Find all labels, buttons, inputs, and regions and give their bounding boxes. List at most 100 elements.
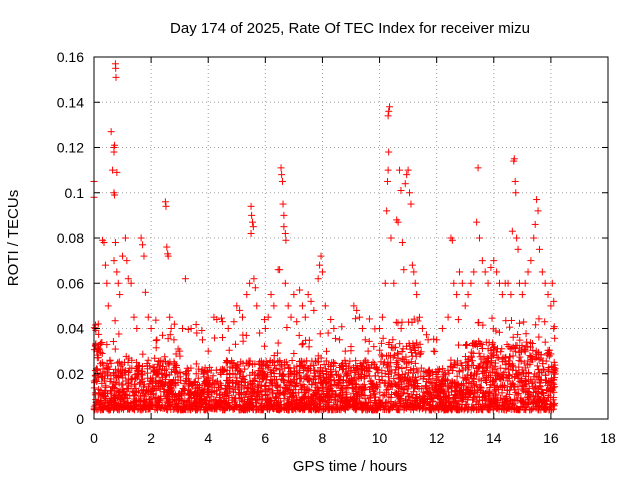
data-point [322, 347, 330, 355]
data-point [397, 394, 405, 402]
data-point [481, 358, 489, 366]
data-point [516, 319, 524, 327]
data-point [451, 384, 459, 392]
data-point [368, 406, 376, 414]
data-point [149, 390, 157, 398]
data-point [420, 388, 428, 396]
data-point [390, 279, 398, 287]
data-point [488, 368, 496, 376]
data-point [98, 372, 106, 380]
data-point [509, 333, 517, 341]
data-point [164, 335, 172, 343]
data-point [193, 329, 201, 337]
data-point [332, 367, 340, 375]
data-point [511, 177, 519, 185]
data-point [109, 166, 117, 174]
data-point [232, 377, 240, 385]
data-point [387, 359, 395, 367]
data-point [534, 366, 542, 374]
data-point [97, 406, 105, 414]
data-point [155, 365, 163, 373]
data-point [530, 234, 538, 242]
data-points [90, 60, 559, 414]
data-point [394, 350, 402, 358]
data-point [296, 286, 304, 294]
data-point [119, 381, 127, 389]
data-point [166, 313, 174, 321]
data-point [164, 359, 172, 367]
data-point [531, 220, 539, 228]
data-point [164, 252, 172, 260]
data-point [205, 396, 213, 404]
data-point [504, 377, 512, 385]
data-point [464, 386, 472, 394]
data-point [140, 252, 148, 260]
data-point [484, 345, 492, 353]
data-point [430, 335, 438, 343]
data-point [422, 331, 430, 339]
data-point [187, 406, 195, 414]
data-point [103, 341, 111, 349]
data-point [383, 386, 391, 394]
data-point [347, 347, 355, 355]
data-point [364, 347, 372, 355]
data-point [119, 374, 127, 382]
data-point [268, 389, 276, 397]
data-point [192, 370, 200, 378]
data-point [212, 378, 220, 386]
data-point [416, 350, 424, 358]
data-point [98, 358, 106, 366]
data-point [384, 383, 392, 391]
data-point [358, 325, 366, 332]
data-point [518, 376, 526, 384]
data-point [283, 323, 291, 331]
data-point [384, 112, 392, 120]
data-point [538, 268, 546, 276]
data-point [393, 363, 401, 371]
data-point [444, 313, 452, 321]
data-point [551, 334, 559, 342]
data-point [280, 394, 288, 402]
data-point [123, 257, 131, 265]
data-point [465, 378, 473, 386]
data-point [250, 275, 258, 283]
data-point [385, 107, 393, 115]
data-point [514, 245, 522, 253]
data-point [205, 389, 213, 397]
data-point [472, 401, 480, 409]
data-point [311, 357, 319, 365]
y-tick-label: 0.02 [57, 366, 84, 382]
data-point [510, 395, 518, 403]
data-point [152, 344, 160, 352]
data-point [284, 302, 292, 310]
data-point [324, 392, 332, 400]
data-point [398, 239, 406, 247]
data-point [282, 236, 290, 244]
data-point [133, 325, 141, 332]
data-point [139, 371, 147, 379]
data-point [350, 384, 358, 392]
data-point [354, 365, 362, 373]
data-point [526, 360, 534, 368]
data-point [184, 391, 192, 399]
data-point [535, 356, 543, 364]
data-point [101, 386, 109, 394]
data-point [383, 361, 391, 369]
data-point [380, 391, 388, 399]
data-point [198, 326, 206, 334]
data-point [343, 402, 351, 410]
data-point [377, 339, 385, 347]
data-point [113, 168, 121, 176]
data-point [153, 336, 161, 344]
data-point [147, 325, 155, 332]
data-point [541, 279, 549, 287]
data-point [473, 218, 481, 226]
data-point [249, 223, 257, 231]
data-point [256, 404, 264, 412]
y-tick-label: 0.16 [57, 49, 84, 65]
data-point [230, 318, 238, 326]
data-point [329, 362, 337, 370]
data-point [248, 218, 256, 226]
data-point [288, 357, 296, 365]
data-point [111, 191, 119, 199]
